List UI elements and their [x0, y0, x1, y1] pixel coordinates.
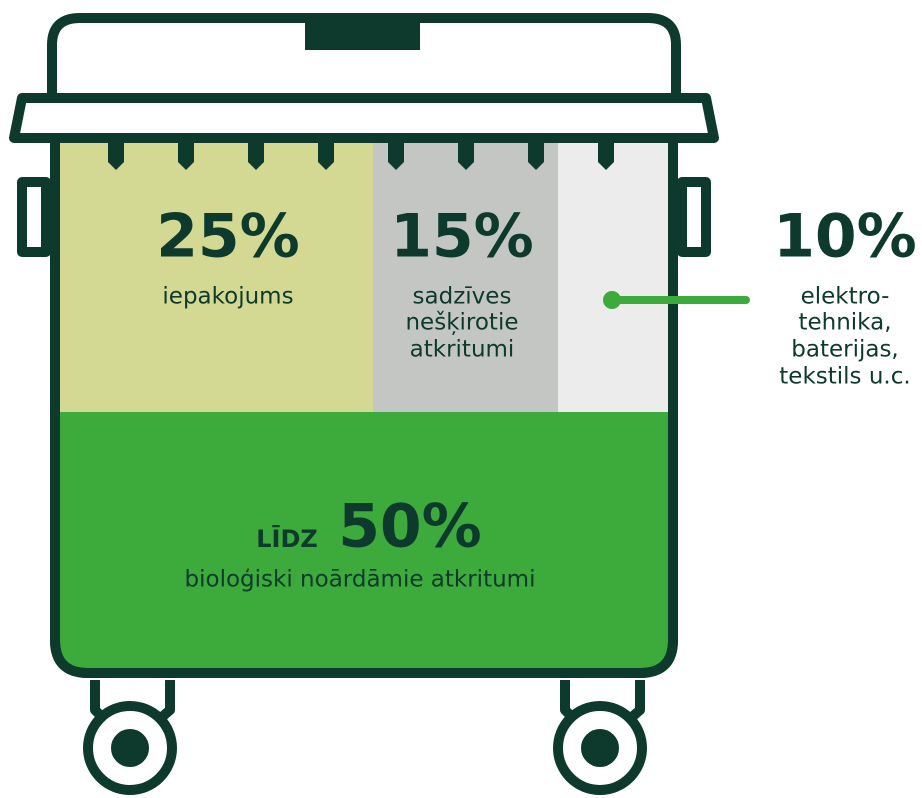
- percent: 25%: [156, 202, 300, 272]
- label: tekstils u.c.: [779, 364, 910, 390]
- label: bioloģiski noārdāmie atkritumi: [185, 567, 536, 593]
- percent: 10%: [773, 202, 917, 272]
- label: sadzīves: [413, 284, 512, 310]
- label: iepakojums: [162, 284, 293, 310]
- label: elektro-: [801, 284, 890, 310]
- pointer: [603, 291, 750, 309]
- bin: [9, 13, 719, 795]
- prefix: LĪDZ: [256, 524, 318, 553]
- lid-teeth: [108, 140, 614, 170]
- label: tehnika,: [798, 310, 891, 336]
- label: baterijas,: [791, 337, 899, 363]
- percent: 50%: [338, 492, 482, 562]
- percent: 15%: [390, 202, 534, 272]
- label: nešķirotie: [405, 310, 518, 336]
- label: atkritumi: [410, 337, 515, 363]
